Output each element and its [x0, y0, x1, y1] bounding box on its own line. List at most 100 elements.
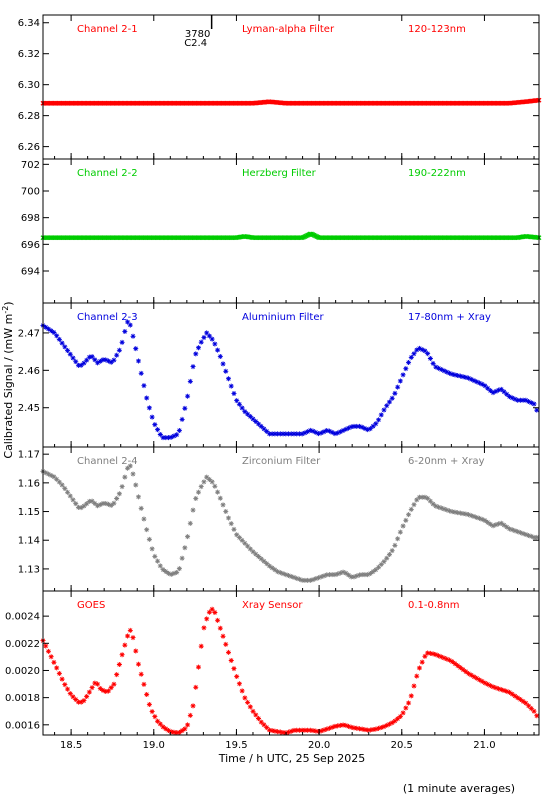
x-tick-label: 19.0 [143, 740, 165, 751]
data-point [531, 534, 537, 540]
data-point [193, 351, 199, 357]
data-point [296, 727, 302, 733]
data-point [474, 379, 480, 385]
data-point [86, 354, 92, 360]
data-point [419, 347, 425, 353]
data-point [253, 551, 259, 557]
data-point [509, 691, 515, 697]
data-point [187, 712, 193, 718]
data-point [105, 358, 111, 364]
data-point [337, 570, 343, 576]
data-point [258, 556, 264, 562]
data-point [474, 675, 480, 681]
data-point [446, 657, 452, 663]
data-point [264, 561, 270, 567]
data-point [89, 685, 95, 691]
data-point [430, 651, 436, 657]
data-point [305, 727, 311, 733]
data-point [283, 572, 289, 578]
data-point [272, 728, 278, 734]
data-point [223, 368, 229, 374]
data-point [526, 399, 532, 405]
data-point [310, 577, 316, 583]
data-point [56, 336, 62, 342]
data-point [367, 426, 373, 432]
data-point [168, 729, 174, 735]
data-point [370, 569, 376, 575]
data-point [111, 357, 117, 363]
data-point [48, 654, 54, 660]
data-point [286, 431, 292, 437]
data-point [381, 559, 387, 565]
y-tick-label: 702 [21, 160, 40, 171]
data-point [212, 341, 218, 347]
data-point [406, 359, 412, 365]
data-point [378, 412, 384, 418]
data-point [155, 718, 161, 724]
data-point [256, 421, 262, 427]
data-point [490, 523, 496, 529]
data-point [316, 575, 322, 581]
data-point [204, 474, 210, 480]
data-point [302, 577, 308, 583]
data-point [422, 348, 428, 354]
data-point [403, 517, 409, 523]
data-point [438, 654, 444, 660]
data-point [386, 721, 392, 727]
data-point [452, 372, 458, 378]
data-point [250, 549, 256, 555]
data-point [414, 347, 420, 353]
data-point [316, 431, 322, 437]
data-point [62, 344, 68, 350]
data-point [310, 428, 316, 434]
data-point [220, 361, 226, 367]
data-point [100, 357, 106, 363]
data-point [321, 573, 327, 579]
data-point [209, 336, 215, 342]
data-point [160, 435, 166, 441]
data-point [446, 370, 452, 376]
data-point [365, 727, 371, 733]
panel-5: 0.0016 0.0018 0.0020 0.0022 0.0024 GOES Xray S… [5, 590, 540, 736]
data-point [523, 397, 529, 403]
data-point [256, 716, 262, 722]
event-annotation-line2: C2.4 [184, 38, 207, 49]
data-point [217, 495, 223, 501]
data-point [264, 724, 270, 730]
data-point [479, 516, 485, 522]
data-point [395, 384, 401, 390]
data-point [116, 661, 122, 667]
data-point [498, 687, 504, 693]
data-point [182, 545, 188, 551]
data-point [127, 463, 133, 469]
y-tick-label: 1.15 [18, 507, 40, 518]
data-point [506, 526, 512, 532]
data-point [119, 652, 125, 658]
data-point [520, 531, 526, 537]
data-point [466, 375, 472, 381]
data-point [135, 494, 141, 500]
data-point [340, 569, 346, 575]
data-point [239, 537, 245, 543]
data-point [245, 543, 251, 549]
data-point [97, 358, 103, 364]
data-point [75, 699, 81, 705]
data-point [512, 693, 518, 699]
data-point [471, 378, 477, 384]
data-point [326, 572, 332, 578]
data-point [67, 351, 73, 357]
data-point [496, 521, 502, 527]
data-point [277, 431, 283, 437]
data-point [474, 514, 480, 520]
data-point [416, 345, 422, 351]
data-point [277, 570, 283, 576]
data-point [277, 729, 283, 735]
data-point [501, 389, 507, 395]
data-point [337, 722, 343, 728]
data-point [468, 513, 474, 519]
data-point [466, 671, 472, 677]
data-point [351, 574, 357, 580]
data-point [204, 330, 210, 336]
data-point [92, 500, 98, 506]
y-tick-label: 0.0018 [5, 693, 40, 704]
